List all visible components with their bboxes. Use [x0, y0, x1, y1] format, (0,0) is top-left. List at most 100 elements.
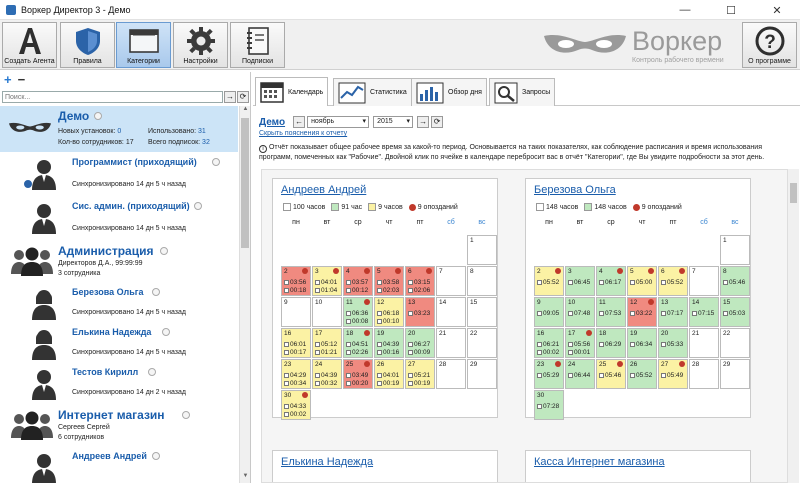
calendar-day-cell[interactable]: 20 06:27 00:09 [405, 328, 435, 358]
maximize-button[interactable]: ☐ [726, 4, 736, 17]
calendar-day-cell[interactable]: 19 06:34 [627, 328, 657, 358]
calendar-day-cell[interactable]: 26 04:01 00:19 [374, 359, 404, 389]
employee-name-link[interactable]: Касса Интернет магазина [534, 456, 665, 468]
calendar-day-cell[interactable]: 9 09:05 [534, 297, 564, 327]
search-refresh-button[interactable]: ⟳ [237, 91, 249, 103]
calendar-day-cell[interactable]: 19 04:39 00:16 [374, 328, 404, 358]
calendar-day-cell[interactable]: 2 03:56 00:18 [281, 266, 311, 296]
calendar-day-cell[interactable]: 28 [436, 359, 466, 389]
minimize-button[interactable]: — [679, 4, 691, 16]
employee-name-link[interactable]: Елькина Надежда [281, 456, 374, 468]
tree-node-internet-shop[interactable]: Интернет магазин Сергеев Сергей 6 сотруд… [0, 406, 238, 446]
scroll-up-icon[interactable]: ▲ [242, 106, 249, 112]
calendar-scrollbar[interactable] [788, 169, 799, 483]
calendar-day-cell[interactable]: 27 05:49 [658, 359, 688, 389]
calendar-day-cell[interactable]: 28 [689, 359, 719, 389]
tree-node-user[interactable]: Программист (приходящий) Синхронизирован… [0, 154, 238, 196]
scroll-down-icon[interactable]: ▼ [242, 473, 249, 479]
calendar-day-cell[interactable]: 25 05:46 [596, 359, 626, 389]
calendar-day-cell[interactable]: 3 06:45 [565, 266, 595, 296]
calendar-day-cell[interactable]: 20 05:33 [658, 328, 688, 358]
remove-button[interactable]: − [17, 72, 26, 87]
calendar-day-cell[interactable]: 13 07:17 [658, 297, 688, 327]
calendar-day-cell[interactable]: 21 [689, 328, 719, 358]
tree-node-administration[interactable]: Администрация Директоров Д.А., 99:99:99 … [0, 242, 238, 282]
calendar-day-cell[interactable]: 8 [467, 266, 497, 296]
calendar-day-cell[interactable]: 1 [720, 235, 750, 265]
scroll-thumb[interactable] [790, 183, 797, 203]
tree-scrollbar[interactable]: ▲ ▼ [239, 106, 250, 483]
calendar-day-cell[interactable]: 22 [467, 328, 497, 358]
calendar-day-cell[interactable]: 18 04:51 02:26 [343, 328, 373, 358]
calendar-day-cell[interactable]: 9 [281, 297, 311, 327]
subscriptions-button[interactable]: Подписки [230, 22, 285, 68]
add-button[interactable]: + [4, 72, 12, 87]
calendar-day-cell[interactable]: 22 [720, 328, 750, 358]
calendar-day-cell[interactable]: 24 04:39 00:32 [312, 359, 342, 389]
calendar-day-cell[interactable]: 30 04:33 00:02 [281, 390, 311, 420]
tab-day-overview[interactable]: Обзор дня [411, 78, 487, 106]
tab-requests[interactable]: Запросы [489, 78, 556, 106]
calendar-day-cell[interactable]: 16 06:21 00:02 [534, 328, 564, 358]
calendar-day-cell[interactable]: 14 07:15 [689, 297, 719, 327]
calendar-day-cell[interactable]: 29 [467, 359, 497, 389]
calendar-day-cell[interactable]: 7 [689, 266, 719, 296]
month-select[interactable]: ноябрь [307, 116, 370, 128]
create-agent-button[interactable]: Создать Агента [2, 22, 57, 68]
calendar-day-cell[interactable]: 3 04:01 01:04 [312, 266, 342, 296]
close-button[interactable]: ✕ [772, 4, 782, 17]
year-select[interactable]: 2015 [373, 116, 414, 128]
calendar-day-cell[interactable]: 26 05:52 [627, 359, 657, 389]
calendar-day-cell[interactable]: 24 06:44 [565, 359, 595, 389]
hide-explanations-link[interactable]: Скрыть пояснения к отчету [259, 130, 348, 137]
next-month-button[interactable]: → [417, 116, 430, 128]
refresh-button[interactable]: ⟳ [431, 116, 444, 128]
calendar-day-cell[interactable]: 8 05:46 [720, 266, 750, 296]
calendar-day-cell[interactable]: 23 05:29 [534, 359, 564, 389]
prev-month-button[interactable]: ← [293, 116, 306, 128]
calendar-day-cell[interactable]: 27 05:21 00:19 [405, 359, 435, 389]
calendar-day-cell[interactable]: 30 07:28 [534, 390, 564, 420]
calendar-day-cell[interactable]: 15 [467, 297, 497, 327]
calendar-day-cell[interactable]: 21 [436, 328, 466, 358]
categories-button[interactable]: Категории [116, 22, 171, 68]
calendar-day-cell[interactable]: 13 03:23 [405, 297, 435, 327]
calendar-day-cell[interactable]: 5 05:00 [627, 266, 657, 296]
report-scope-title[interactable]: Демо [259, 116, 286, 128]
calendar-day-cell[interactable]: 12 06:18 00:10 [374, 297, 404, 327]
tree-node-user[interactable]: Андреев Андрей [0, 448, 238, 483]
calendar-day-cell[interactable]: 1 [467, 235, 497, 265]
calendar-day-cell[interactable]: 18 06:29 [596, 328, 626, 358]
calendar-day-cell[interactable]: 15 05:03 [720, 297, 750, 327]
calendar-day-cell[interactable]: 29 [720, 359, 750, 389]
calendar-day-cell[interactable]: 14 [436, 297, 466, 327]
calendar-day-cell[interactable]: 2 05:52 [534, 266, 564, 296]
rules-button[interactable]: Правила [60, 22, 115, 68]
calendar-day-cell[interactable]: 10 07:48 [565, 297, 595, 327]
tab-calendar[interactable]: Календарь [255, 77, 329, 106]
calendar-day-cell[interactable]: 4 03:57 00:12 [343, 266, 373, 296]
tree-node-user[interactable]: Березова Ольга Синхронизировано 14 дн 5 … [0, 284, 238, 324]
settings-button[interactable]: Настройки [173, 22, 228, 68]
calendar-day-cell[interactable]: 11 07:53 [596, 297, 626, 327]
calendar-day-cell[interactable]: 16 06:01 00:17 [281, 328, 311, 358]
search-go-button[interactable]: → [224, 91, 236, 103]
search-input[interactable] [2, 91, 223, 103]
agents-tree[interactable]: Демо Новых установок: 0 Кол-во сотрудник… [0, 106, 238, 483]
about-button[interactable]: ? О программе [742, 22, 797, 68]
tree-node-user[interactable]: Сис. админ. (приходящий) Синхронизирован… [0, 198, 238, 240]
tree-node-demo[interactable]: Демо Новых установок: 0 Кол-во сотрудник… [0, 106, 238, 152]
calendar-day-cell[interactable]: 6 05:52 [658, 266, 688, 296]
calendar-day-cell[interactable]: 5 03:58 02:03 [374, 266, 404, 296]
tab-statistics[interactable]: Статистика [333, 78, 412, 106]
calendar-day-cell[interactable]: 11 06:36 00:08 [343, 297, 373, 327]
calendar-day-cell[interactable]: 7 [436, 266, 466, 296]
scroll-thumb[interactable] [241, 118, 249, 248]
employee-name-link[interactable]: Березова Ольга [534, 184, 616, 196]
calendar-day-cell[interactable]: 17 05:12 01:21 [312, 328, 342, 358]
calendar-day-cell[interactable]: 12 03:22 [627, 297, 657, 327]
tree-node-user[interactable]: Тестов Кирилл Синхронизировано 14 дн 2 ч… [0, 364, 238, 404]
calendar-day-cell[interactable]: 17 05:56 00:01 [565, 328, 595, 358]
calendar-day-cell[interactable]: 10 [312, 297, 342, 327]
employee-name-link[interactable]: Андреев Андрей [281, 184, 367, 196]
